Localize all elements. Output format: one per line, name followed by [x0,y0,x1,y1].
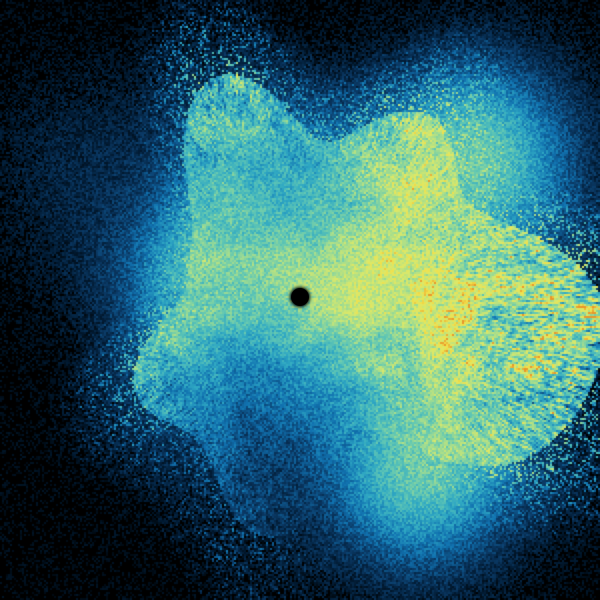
central-occulter-marker [291,288,309,306]
